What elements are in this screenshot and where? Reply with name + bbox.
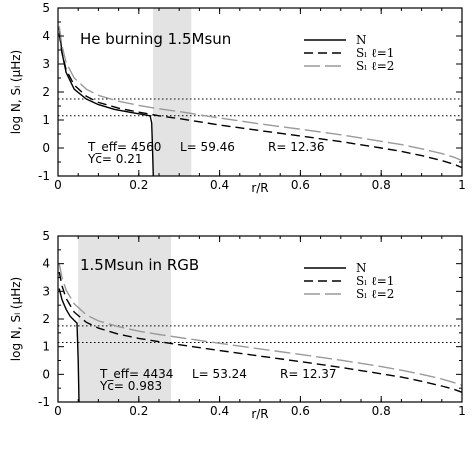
series-line-N: [58, 288, 80, 403]
y-tick-label: 4: [42, 257, 50, 271]
x-tick-label: 0.6: [291, 178, 310, 192]
legend-entry: Sₗ ℓ=2: [356, 59, 394, 73]
x-tick-label: 0.2: [129, 404, 148, 418]
series-line-N: [58, 27, 154, 177]
y-tick-label: -1: [38, 169, 50, 183]
y-tick-label: -1: [38, 395, 50, 409]
teff-annotation: T_eff= 4560: [87, 140, 161, 154]
series-line-S-l1: [58, 33, 463, 169]
y-tick-label: 1: [42, 340, 50, 354]
legend-entry: N: [356, 33, 367, 47]
x-tick-label: 0.2: [129, 178, 148, 192]
y-tick-label: 5: [42, 229, 50, 243]
y-tick-label: 0: [42, 141, 50, 155]
x-axis-label: r/R: [251, 181, 268, 195]
x-tick-label: 0.4: [210, 178, 229, 192]
y-axis-label: log N, Sₗ (μHz): [9, 50, 23, 134]
legend-entry: N: [356, 261, 367, 275]
x-tick-label: 0.4: [210, 404, 229, 418]
y-axis-label: log N, Sₗ (μHz): [9, 277, 23, 361]
x-tick-label: 1: [458, 404, 466, 418]
series-line-S-l1: [58, 271, 463, 393]
x-tick-label: 0.8: [372, 404, 391, 418]
series-line-S-l2: [58, 26, 463, 162]
panel-title: He burning 1.5Msun: [80, 30, 231, 48]
x-tick-label: 0: [54, 404, 62, 418]
x-tick-label: 0.6: [291, 404, 310, 418]
yc-annotation: Yc= 0.983: [99, 379, 162, 393]
y-tick-label: 0: [42, 367, 50, 381]
y-tick-label: 1: [42, 113, 50, 127]
x-tick-label: 0: [54, 178, 62, 192]
panel-title: 1.5Msun in RGB: [80, 256, 199, 274]
luminosity-annotation: L= 59.46: [180, 140, 235, 154]
y-tick-label: 3: [42, 284, 50, 298]
radius-annotation: R= 12.36: [268, 140, 325, 154]
y-tick-label: 2: [42, 85, 50, 99]
radius-annotation: R= 12.37: [280, 367, 337, 381]
legend-entry: Sₗ ℓ=1: [356, 274, 394, 288]
luminosity-annotation: L= 53.24: [192, 367, 247, 381]
y-tick-label: 3: [42, 57, 50, 71]
x-tick-label: 0.8: [372, 178, 391, 192]
y-tick-label: 5: [42, 1, 50, 15]
shaded-region: [152, 8, 192, 176]
series-line-S-l2: [58, 263, 463, 387]
teff-annotation: T_eff= 4434: [99, 367, 173, 381]
legend-entry: Sₗ ℓ=2: [356, 287, 394, 301]
yc-annotation: Yc= 0.21: [87, 152, 143, 166]
x-axis-label: r/R: [251, 407, 268, 421]
y-tick-label: 2: [42, 312, 50, 326]
legend-entry: Sₗ ℓ=1: [356, 46, 394, 60]
x-tick-label: 1: [458, 178, 466, 192]
y-tick-label: 4: [42, 29, 50, 43]
